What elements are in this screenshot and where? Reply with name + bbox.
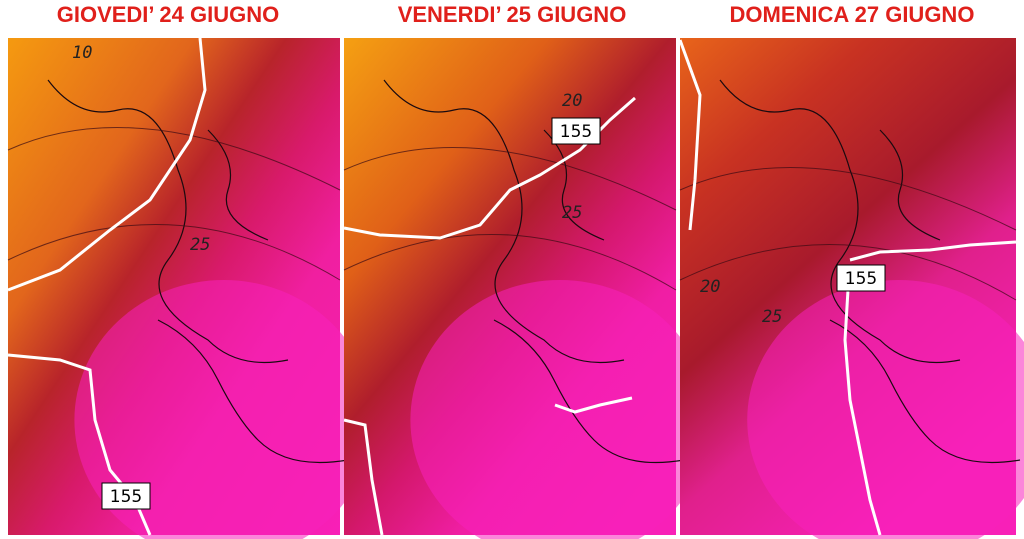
isotherm-label: 20: [700, 277, 720, 297]
geopotential-label: 155: [110, 487, 142, 507]
coastline: [47, 79, 349, 464]
map-panel: GIOVEDI’ 24 GIUGNO 10 25 155: [7, 2, 374, 539]
geopotential-box: [101, 482, 151, 510]
isotherm-label: 25: [190, 235, 210, 255]
map-panel: DOMENICA 27 GIUGNO 20 25 155: [678, 2, 1024, 539]
isotherm-label: 25: [762, 307, 782, 327]
map-panel: VENERDI’ 25 GIUGNO 20 25 155: [343, 2, 710, 539]
geopotential-line: [678, 39, 1017, 536]
isotherm: [343, 147, 677, 291]
hot-core: [410, 280, 710, 539]
geopotential-box: [551, 117, 601, 145]
isotherm-label: 10: [72, 43, 92, 63]
geopotential-label: 155: [560, 122, 592, 142]
geopotential-label: 155: [845, 269, 877, 289]
hot-core: [747, 280, 1024, 539]
geopotential-box: [836, 264, 886, 292]
coastline: [719, 79, 1021, 464]
panel-title: DOMENICA 27 GIUGNO: [730, 2, 975, 27]
isotherm: [7, 127, 341, 281]
panel-title: VENERDI’ 25 GIUGNO: [398, 2, 627, 27]
isotherm: [679, 167, 1017, 301]
coastline: [383, 79, 685, 464]
hot-core: [74, 280, 374, 539]
isotherm-label: 25: [562, 203, 582, 223]
isotherm-label: 20: [562, 91, 582, 111]
panel-title: GIOVEDI’ 24 GIUGNO: [57, 2, 280, 27]
